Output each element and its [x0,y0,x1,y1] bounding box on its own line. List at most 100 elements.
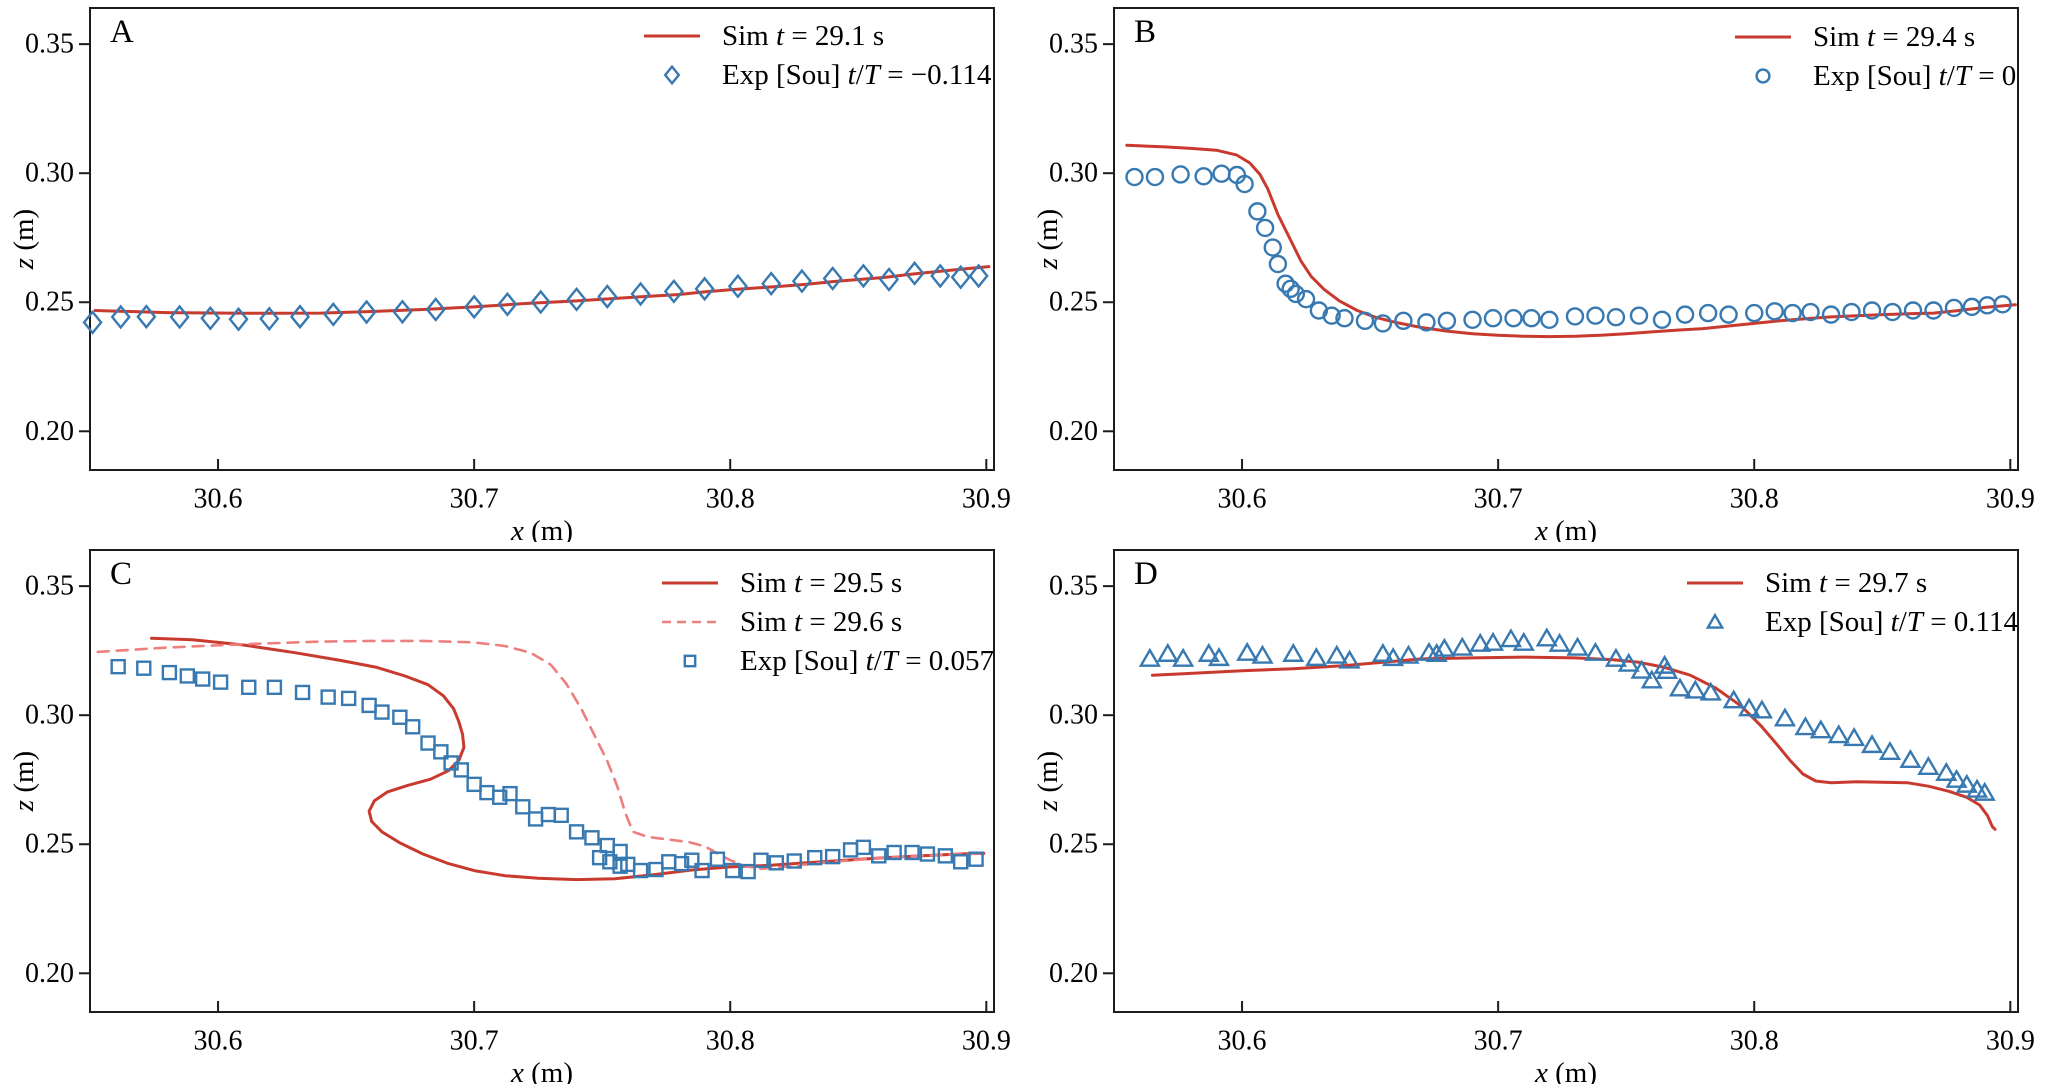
exp-marker-diamond [425,297,446,322]
exp-marker-triangle [1945,768,1968,788]
exp-marker-triangle [1617,652,1640,672]
exp-marker-square [694,862,710,879]
y-tick-label: 0.35 [25,571,74,602]
exp-marker-diamond [930,263,951,289]
exp-marker-square [842,842,859,858]
legend-marker-sample [683,654,697,668]
exp-marker-triangle [1251,644,1274,664]
y-tick-label: 0.20 [1049,416,1098,447]
exp-marker-circle [1194,167,1213,186]
exp-marker-triangle [1684,679,1707,699]
x-tick-label: 30.7 [450,484,499,515]
exp-marker-circle [1842,302,1861,322]
x-tick-label: 30.8 [1730,1026,1779,1057]
exp-marker-diamond [878,267,900,292]
exp-marker-circle [1821,305,1841,324]
exp-marker-diamond [356,299,377,325]
exp-marker-square [968,851,984,867]
legend-marker-sample [1705,612,1725,629]
exp-marker-triangle [1899,748,1922,769]
exp-marker-circle [1675,305,1695,324]
sim-line [93,265,991,315]
exp-marker-triangle [1207,646,1231,667]
y-tick-label: 0.25 [1049,829,1098,860]
exp-marker-triangle [1878,740,1902,761]
exp-marker-square [466,776,482,793]
exp-marker-triangle [1433,637,1456,657]
x-tick-label: 30.7 [1474,484,1523,515]
exp-marker-triangle [1773,707,1797,727]
legend-marker-sample [663,64,681,86]
exp-marker-square [179,668,196,684]
legend-label: Exp [Sou] t/T = 0.114 [1765,606,2018,638]
chart-panel-d: 30.6 30.7 30.8 30.9 0.35 0.30 0.25 0.20 x (m) z (… [1032,549,2035,1084]
exp-marker-circle [1801,302,1820,322]
exp-marker-triangle [1499,628,1523,648]
exp-marker-triangle [1548,632,1571,652]
legend-label: Sim t = 29.5 s [740,567,902,599]
exp-marker-square [919,846,936,862]
panel-b: 30.6 30.7 30.8 30.9 0.35 0.30 0.25 0.20 x (m) z (… [1024,0,2048,542]
exp-marker-diamond [228,306,249,332]
exp-marker-triangle [1425,642,1448,662]
exp-marker-square [136,660,152,676]
y-tick-label: 0.20 [1049,958,1098,989]
exp-marker-diamond [727,273,748,299]
exp-marker-triangle [1371,642,1394,662]
exp-marker-diamond [200,305,221,331]
exp-marker-triangle [1827,724,1850,744]
exp-marker-circle [1719,305,1738,324]
exp-marker-diamond [597,284,618,309]
exp-marker-diamond [853,263,874,289]
exp-marker-square [824,848,841,865]
exp-marker-diamond [497,291,518,317]
legend-label: Sim t = 29.7 s [1765,567,1927,599]
exp-marker-square [886,844,902,861]
exp-marker-circle [1276,274,1295,293]
exp-marker-circle [1286,284,1306,304]
panel-d: 30.6 30.7 30.8 30.9 0.35 0.30 0.25 0.20 x (m) z (… [1024,542,2048,1084]
exp-marker-square [453,762,470,778]
sim-line [1125,143,2017,339]
exp-marker-square [110,658,126,675]
x-tick-label: 30.9 [962,484,1011,515]
exp-marker-triangle [1699,681,1722,701]
exp-marker-triangle [1640,669,1663,689]
exp-marker-square [709,851,726,867]
x-axis-label: x (m) [1534,1057,1597,1084]
exp-marker-diamond [82,309,103,335]
exp-marker-circle [1765,302,1784,321]
exp-marker-triangle [1584,641,1607,661]
exp-marker-square [266,679,283,696]
exp-marker-square [194,671,211,687]
exp-marker-square [632,862,649,879]
exp-marker-triangle [1305,646,1328,667]
panel-letter: B [1134,14,1156,50]
x-tick-label: 30.6 [194,484,243,515]
sim-line [96,639,986,871]
exp-marker-diamond [289,304,311,330]
exp-marker-diamond [761,271,782,297]
y-tick-label: 0.35 [1049,571,1098,602]
y-tick-label: 0.30 [25,158,74,189]
exp-marker-triangle [1236,641,1259,661]
exp-marker-diamond [259,306,280,332]
exp-marker-circle [1437,311,1457,331]
exp-marker-circle [1373,314,1393,333]
chart-panel-b: 30.6 30.7 30.8 30.9 0.35 0.30 0.25 0.20 x (m) z (… [1032,7,2035,542]
exp-marker-square [392,709,408,725]
axes-box [1113,7,2019,471]
exp-marker-square [937,848,954,864]
exp-marker-square [684,852,700,868]
exp-marker-triangle [1738,697,1761,717]
exp-marker-triangle [1535,627,1558,647]
exp-marker-triangle [1172,647,1195,667]
exp-marker-triangle [1917,755,1940,776]
exp-marker-circle [1862,301,1882,320]
exp-marker-triangle [1604,647,1628,667]
exp-marker-square [420,735,436,751]
exp-marker-circle [1281,279,1300,299]
legend-label: Exp [Sou] t/T = 0 [1813,60,2016,92]
legend-marker-sample [1755,68,1771,84]
